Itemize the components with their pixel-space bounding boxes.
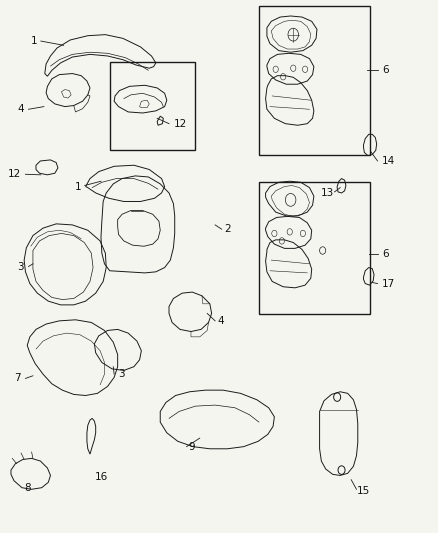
- Text: 1: 1: [74, 182, 81, 191]
- Text: 6: 6: [381, 249, 388, 259]
- Bar: [110, 62, 195, 150]
- Text: 1: 1: [31, 36, 37, 46]
- Text: 16: 16: [95, 472, 108, 482]
- Text: 3: 3: [18, 262, 24, 271]
- Text: 2: 2: [223, 224, 230, 234]
- Text: 9: 9: [188, 442, 195, 451]
- Bar: [258, 6, 369, 155]
- Bar: [258, 182, 369, 314]
- Text: 17: 17: [381, 279, 394, 288]
- Text: 12: 12: [8, 169, 21, 179]
- Text: 3: 3: [118, 369, 125, 379]
- Text: 15: 15: [356, 487, 369, 496]
- Text: 6: 6: [381, 66, 388, 75]
- Text: 13: 13: [321, 188, 334, 198]
- Text: 4: 4: [217, 316, 223, 326]
- Text: 12: 12: [173, 119, 186, 128]
- Text: 14: 14: [381, 156, 394, 166]
- Text: 4: 4: [18, 104, 24, 114]
- Text: 8: 8: [24, 483, 31, 492]
- Text: 7: 7: [14, 374, 21, 383]
